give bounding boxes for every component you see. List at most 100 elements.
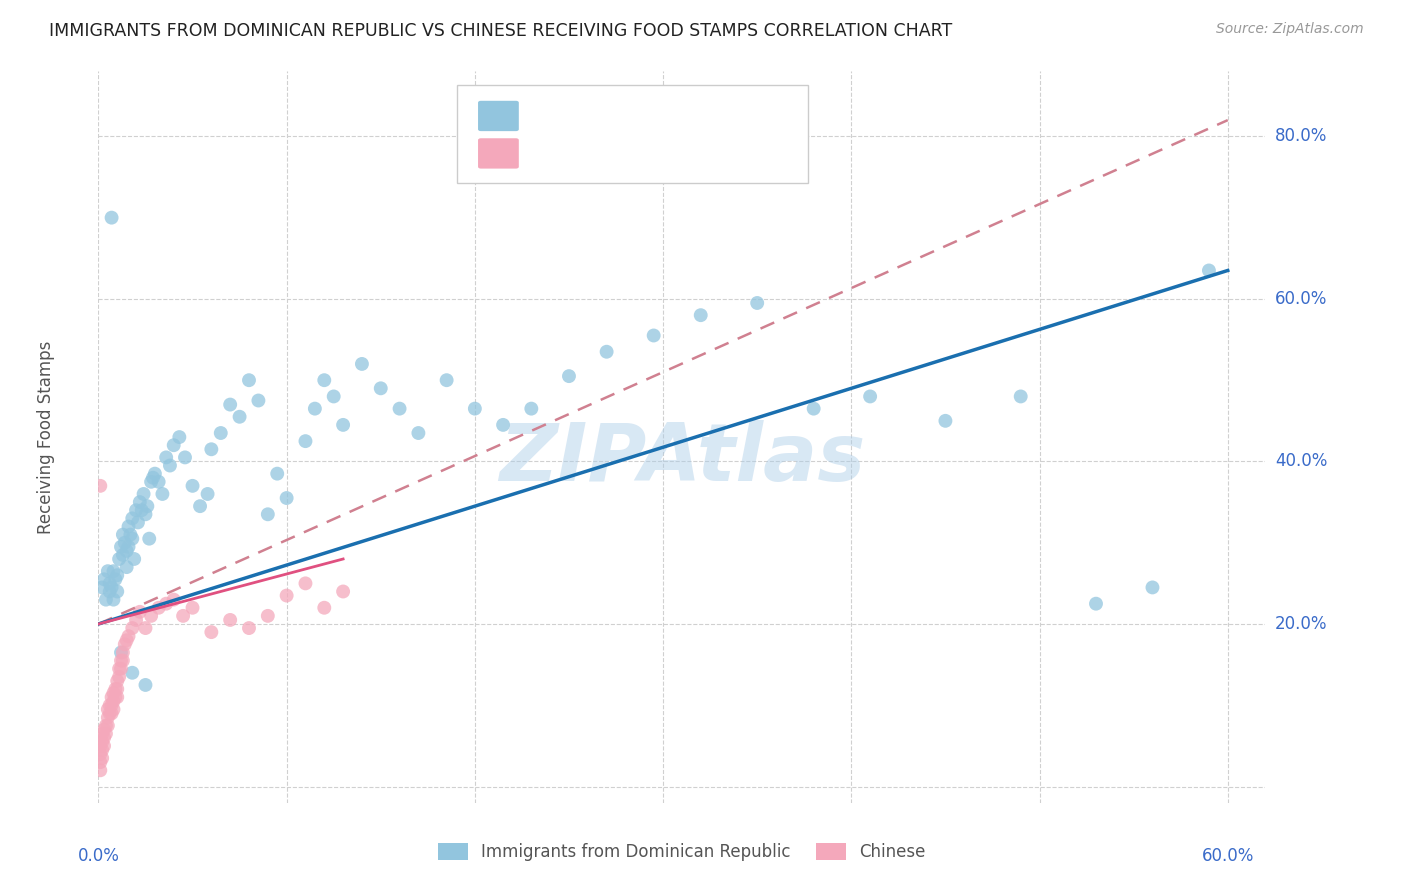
Point — [138, 532, 160, 546]
Point — [155, 597, 177, 611]
Point — [94, 592, 117, 607]
Point — [256, 508, 278, 522]
Point — [172, 608, 194, 623]
Point — [121, 665, 143, 680]
Point — [436, 373, 458, 387]
Point — [132, 487, 155, 501]
Point — [121, 532, 143, 546]
Point — [163, 592, 186, 607]
Point — [110, 654, 132, 668]
Point — [200, 625, 222, 640]
Point — [98, 698, 121, 713]
Point — [689, 308, 711, 322]
Point — [181, 479, 204, 493]
Text: 0.0%: 0.0% — [77, 847, 120, 865]
Point — [266, 467, 288, 481]
Point — [155, 450, 177, 465]
Point — [238, 373, 260, 387]
Point — [350, 357, 373, 371]
Point — [120, 527, 142, 541]
Point — [103, 686, 125, 700]
Point — [103, 702, 125, 716]
Point — [247, 393, 270, 408]
Point — [100, 690, 122, 705]
Point — [197, 487, 219, 501]
Text: 80.0%: 80.0% — [1275, 128, 1327, 145]
Text: 60.0%: 60.0% — [1202, 847, 1254, 865]
Point — [200, 442, 222, 457]
Point — [94, 718, 117, 732]
Point — [122, 552, 145, 566]
Text: IMMIGRANTS FROM DOMINICAN REPUBLIC VS CHINESE RECEIVING FOOD STAMPS CORRELATION : IMMIGRANTS FROM DOMINICAN REPUBLIC VS CH… — [49, 22, 952, 40]
Point — [143, 467, 166, 481]
Point — [114, 535, 136, 549]
Point — [209, 425, 232, 440]
Point — [159, 458, 181, 473]
Point — [111, 548, 134, 562]
Point — [408, 425, 430, 440]
Point — [91, 751, 114, 765]
Point — [219, 398, 242, 412]
Point — [595, 344, 617, 359]
Point — [322, 389, 344, 403]
Point — [105, 681, 128, 696]
Point — [89, 479, 111, 493]
Point — [89, 739, 111, 753]
Point — [139, 608, 162, 623]
Point — [294, 434, 316, 449]
Point — [314, 373, 336, 387]
Point — [148, 600, 170, 615]
Point — [304, 401, 326, 416]
Text: R = 0.658   N = 84: R = 0.658 N = 84 — [526, 107, 706, 125]
Point — [117, 629, 139, 643]
Point — [103, 564, 125, 578]
Point — [104, 681, 127, 696]
Point — [93, 723, 115, 737]
Point — [332, 584, 354, 599]
Point — [94, 727, 117, 741]
Point — [492, 417, 515, 432]
Point — [388, 401, 411, 416]
Point — [121, 621, 143, 635]
Point — [127, 516, 149, 530]
Text: Source: ZipAtlas.com: Source: ZipAtlas.com — [1216, 22, 1364, 37]
Point — [111, 645, 134, 659]
Point — [1010, 389, 1032, 403]
Point — [91, 727, 114, 741]
Point — [91, 743, 114, 757]
Point — [134, 508, 156, 522]
Point — [108, 670, 131, 684]
Point — [110, 662, 132, 676]
Point — [219, 613, 242, 627]
Point — [117, 540, 139, 554]
Point — [97, 718, 120, 732]
Point — [464, 401, 486, 416]
Point — [125, 613, 148, 627]
Point — [115, 560, 138, 574]
Point — [91, 581, 114, 595]
Point — [110, 645, 132, 659]
Point — [169, 430, 191, 444]
Point — [114, 637, 136, 651]
Point — [643, 328, 665, 343]
Point — [148, 475, 170, 489]
Point — [131, 503, 153, 517]
Point — [152, 487, 174, 501]
Point — [115, 633, 138, 648]
Point — [91, 735, 114, 749]
Point — [105, 568, 128, 582]
Point — [125, 503, 148, 517]
Point — [859, 389, 882, 403]
Point — [142, 471, 165, 485]
Point — [276, 491, 298, 505]
Point — [181, 600, 204, 615]
Point — [370, 381, 392, 395]
Point — [276, 589, 298, 603]
Point — [1085, 597, 1108, 611]
Point — [104, 572, 127, 586]
Point — [105, 690, 128, 705]
Point — [1198, 263, 1220, 277]
Point — [100, 581, 122, 595]
Point — [174, 450, 197, 465]
Point — [117, 519, 139, 533]
